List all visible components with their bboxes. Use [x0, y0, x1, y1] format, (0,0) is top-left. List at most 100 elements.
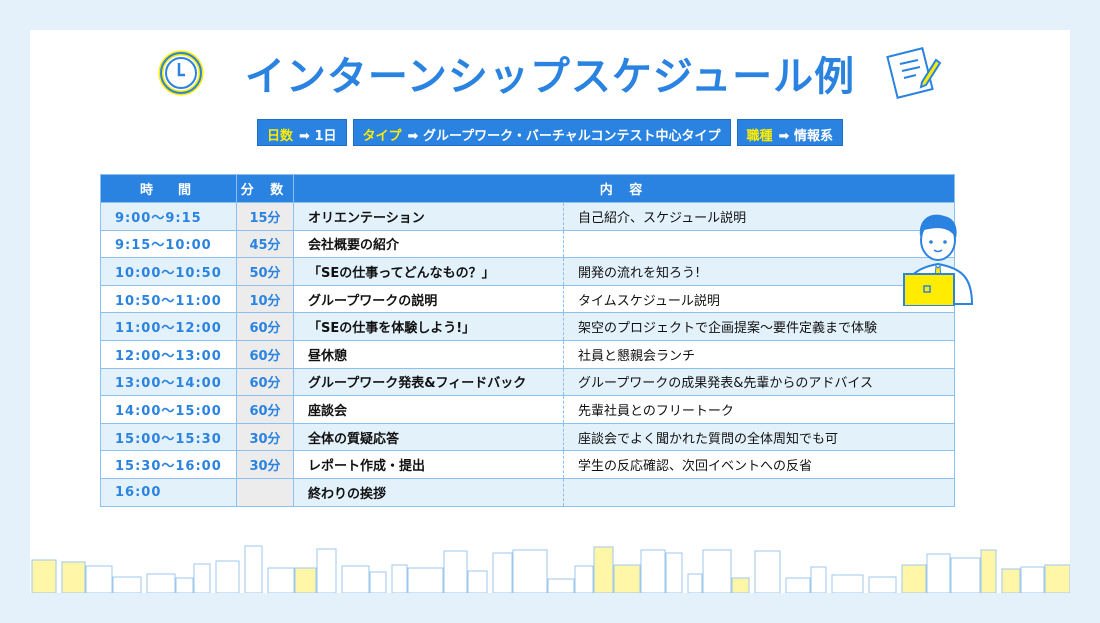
- content-cell: レポート作成・提出: [293, 450, 564, 479]
- time-cell: 11:00〜12:00: [100, 312, 237, 341]
- table-row: 10:50〜11:00 10分 グループワークの説明 タイムスケジュール説明: [100, 284, 955, 314]
- building: [492, 552, 513, 593]
- building: [613, 564, 641, 593]
- building: [665, 552, 683, 593]
- content-cell: 「SEの仕事ってどんなもの？」: [293, 257, 564, 286]
- table-row: 11:00〜12:00 60分 「SEの仕事を体験しよう!」 架空のプロジェクトで企画…: [100, 312, 955, 341]
- building: [391, 564, 408, 593]
- description-cell: タイムスケジュール説明: [563, 284, 955, 314]
- content-cell: 終わりの挨拶: [293, 477, 564, 507]
- time-cell: 13:00〜14:00: [100, 367, 237, 397]
- building: [467, 570, 488, 593]
- content-cell: 昼休憩: [293, 339, 564, 369]
- table-row: 9:15〜10:00 45分 会社概要の紹介: [100, 229, 955, 259]
- building: [593, 546, 614, 593]
- time-cell: 16:00: [100, 477, 237, 507]
- content-cell: 会社概要の紹介: [293, 229, 564, 259]
- description-cell: [563, 229, 955, 259]
- tag-job: 職種 ➡ 情報系: [736, 119, 843, 146]
- time-cell: 14:00〜15:00: [100, 395, 237, 424]
- time-cell: 9:15〜10:00: [100, 229, 237, 259]
- tag-type: タイプ ➡ グループワーク・バーチャルコンテスト中心タイプ: [352, 119, 731, 146]
- city-skyline-decoration: [31, 545, 1070, 593]
- building: [926, 553, 951, 593]
- description-cell: 開発の流れを知ろう!: [563, 257, 955, 286]
- building: [547, 578, 575, 593]
- description-cell: 社員と懇親会ランチ: [563, 339, 955, 369]
- clock-icon: [158, 50, 204, 96]
- info-tags: 日数 ➡ 1日 タイプ ➡ グループワーク・バーチャルコンテスト中心タイプ 職種 ➡ …: [0, 119, 1100, 146]
- building: [901, 564, 927, 593]
- memo-pencil-icon: [886, 47, 942, 99]
- minutes-cell: 60分: [236, 339, 294, 369]
- building: [785, 577, 811, 593]
- building: [61, 561, 86, 593]
- description-cell: グループワークの成果発表&先輩からのアドバイス: [563, 367, 955, 397]
- building: [369, 571, 387, 593]
- time-cell: 10:00〜10:50: [100, 257, 237, 286]
- building: [810, 566, 827, 593]
- minutes-cell: 30分: [236, 450, 294, 479]
- table-row: 10:00〜10:50 50分 「SEの仕事ってどんなもの？」 開発の流れを知ろう!: [100, 257, 955, 286]
- building: [1044, 564, 1070, 593]
- building: [316, 548, 337, 593]
- table-row: 12:00〜13:00 60分 昼休憩 社員と懇親会ランチ: [100, 339, 955, 369]
- building: [31, 559, 57, 593]
- building: [980, 549, 997, 593]
- building: [731, 577, 750, 593]
- minutes-cell: [236, 477, 294, 507]
- minutes-cell: 60分: [236, 312, 294, 341]
- time-cell: 15:00〜15:30: [100, 422, 237, 452]
- description-cell: 座談会でよく聞かれた質問の全体周知でも可: [563, 422, 955, 452]
- tag-days: 日数 ➡ 1日: [257, 119, 347, 146]
- building: [1020, 566, 1045, 593]
- building: [687, 573, 703, 593]
- header-content: 内 容: [293, 174, 955, 203]
- content-cell: 全体の質疑応答: [293, 422, 564, 452]
- building: [868, 576, 897, 593]
- building: [175, 577, 194, 593]
- building: [443, 550, 468, 593]
- minutes-cell: 15分: [236, 202, 294, 231]
- header-time: 時 間: [100, 174, 237, 203]
- table-row: 15:30〜16:00 30分 レポート作成・提出 学生の反応確認、次回イベントへの反…: [100, 450, 955, 479]
- building: [950, 557, 981, 593]
- building: [341, 565, 370, 593]
- building: [112, 576, 142, 593]
- content-cell: 座談会: [293, 395, 564, 424]
- building: [294, 567, 317, 593]
- header-minutes: 分 数: [236, 174, 294, 203]
- time-cell: 9:00〜9:15: [100, 202, 237, 231]
- description-cell: 自己紹介、スケジュール説明: [563, 202, 955, 231]
- time-cell: 10:50〜11:00: [100, 284, 237, 314]
- building: [1001, 568, 1021, 593]
- building: [193, 563, 211, 593]
- content-cell: グループワーク発表&フィードバック: [293, 367, 564, 397]
- table-row: 13:00〜14:00 60分 グループワーク発表&フィードバック グループワークの成…: [100, 367, 955, 397]
- person-laptop-illustration: [902, 214, 974, 306]
- table-row: 15:00〜15:30 30分 全体の質疑応答 座談会でよく聞かれた質問の全体周知でも…: [100, 422, 955, 452]
- minutes-cell: 10分: [236, 284, 294, 314]
- time-cell: 15:30〜16:00: [100, 450, 237, 479]
- building: [267, 567, 295, 593]
- building: [831, 574, 864, 593]
- schedule-table: 時 間 分 数 内 容 9:00〜9:15 15分 オリエンテーション 自己紹介、スケ…: [100, 174, 955, 507]
- minutes-cell: 50分: [236, 257, 294, 286]
- table-row: 14:00〜15:00 60分 座談会 先輩社員とのフリートーク: [100, 395, 955, 424]
- table-row: 16:00 終わりの挨拶: [100, 477, 955, 507]
- content-cell: オリエンテーション: [293, 202, 564, 231]
- building: [215, 560, 240, 593]
- content-cell: グループワークの説明: [293, 284, 564, 314]
- table-row: 9:00〜9:15 15分 オリエンテーション 自己紹介、スケジュール説明: [100, 202, 955, 231]
- description-cell: 架空のプロジェクトで企画提案〜要件定義まで体験: [563, 312, 955, 341]
- building: [85, 565, 113, 593]
- building: [574, 565, 594, 593]
- description-cell: [563, 477, 955, 507]
- description-cell: 先輩社員とのフリートーク: [563, 395, 955, 424]
- minutes-cell: 60分: [236, 367, 294, 397]
- building: [407, 567, 444, 593]
- minutes-cell: 45分: [236, 229, 294, 259]
- page-title: インターンシップスケジュール例: [244, 54, 856, 100]
- building: [512, 549, 548, 593]
- minutes-cell: 60分: [236, 395, 294, 424]
